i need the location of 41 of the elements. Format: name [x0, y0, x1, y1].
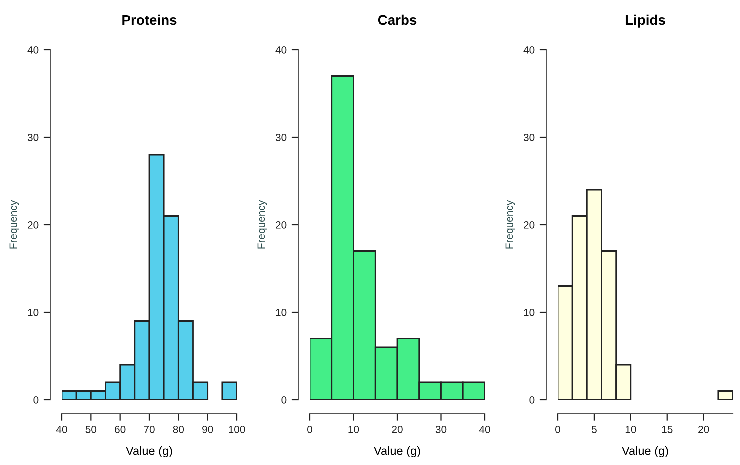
x-tick-label: 0	[556, 426, 560, 434]
x-axis-title: Value (g)	[126, 446, 172, 458]
x-tick-label: 40	[479, 426, 490, 434]
y-tick-label: 30	[276, 134, 287, 142]
x-tick-label: 50	[86, 426, 97, 434]
chart-title: Carbs	[378, 14, 417, 26]
x-axis-title: Value (g)	[622, 446, 668, 458]
y-tick-label: 30	[28, 134, 39, 142]
y-tick-label: 10	[524, 309, 535, 316]
x-tick-label: 90	[202, 426, 214, 434]
y-axis-title: Frequency	[506, 200, 516, 249]
chart-title: Lipids	[626, 14, 666, 28]
chart-title: Proteins	[122, 14, 177, 26]
x-tick-label: 40	[56, 426, 68, 434]
y-tick-label: 20	[28, 222, 39, 229]
y-tick-label: 30	[524, 134, 535, 142]
y-axis-title: Frequency	[258, 200, 268, 249]
x-tick-label: 30	[436, 426, 447, 434]
x-tick-label: 20	[698, 426, 710, 434]
x-tick-label: 0	[308, 426, 312, 434]
x-tick-label: 70	[144, 426, 155, 434]
x-tick-label: 100	[229, 426, 246, 434]
y-tick-label: 0	[530, 396, 535, 404]
x-tick-label: 10	[626, 426, 636, 434]
y-tick-label: 0	[34, 396, 39, 404]
x-tick-label: 20	[392, 426, 403, 434]
x-tick-label: 5	[592, 426, 597, 434]
y-tick-label: 40	[276, 46, 287, 54]
y-tick-label: 0	[282, 396, 287, 404]
y-tick-label: 20	[276, 222, 287, 229]
x-tick-label: 80	[173, 426, 184, 434]
x-tick-label: 10	[348, 426, 360, 434]
y-axis-title: Frequency	[10, 200, 20, 249]
y-tick-label: 10	[276, 309, 287, 316]
y-tick-label: 20	[524, 222, 535, 229]
x-axis-title: Value (g)	[374, 446, 420, 458]
x-tick-label: 60	[115, 426, 126, 434]
y-tick-label: 10	[28, 309, 39, 316]
y-tick-label: 40	[28, 46, 39, 54]
x-tick-label: 15	[662, 426, 673, 434]
y-tick-label: 40	[524, 46, 535, 54]
